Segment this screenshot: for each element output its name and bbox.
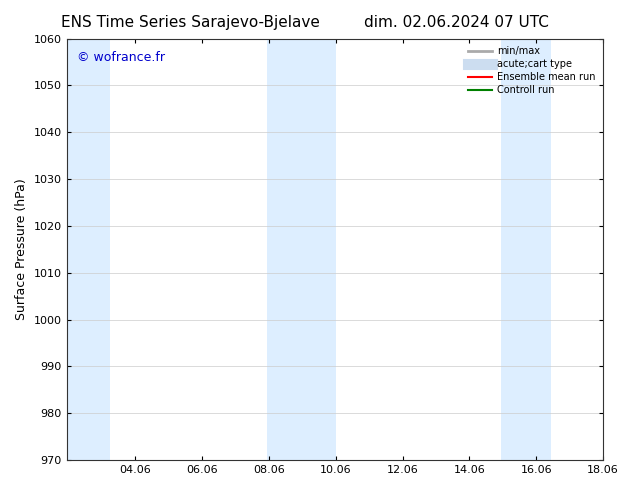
Bar <box>267 39 336 460</box>
Legend: min/max, acute;cart type, Ensemble mean run, Controll run: min/max, acute;cart type, Ensemble mean … <box>465 44 598 98</box>
Text: dim. 02.06.2024 07 UTC: dim. 02.06.2024 07 UTC <box>364 15 549 30</box>
Text: ENS Time Series Sarajevo-Bjelave: ENS Time Series Sarajevo-Bjelave <box>61 15 320 30</box>
Bar <box>67 39 110 460</box>
Y-axis label: Surface Pressure (hPa): Surface Pressure (hPa) <box>15 178 28 320</box>
Text: © wofrance.fr: © wofrance.fr <box>77 51 165 64</box>
Bar <box>501 39 551 460</box>
